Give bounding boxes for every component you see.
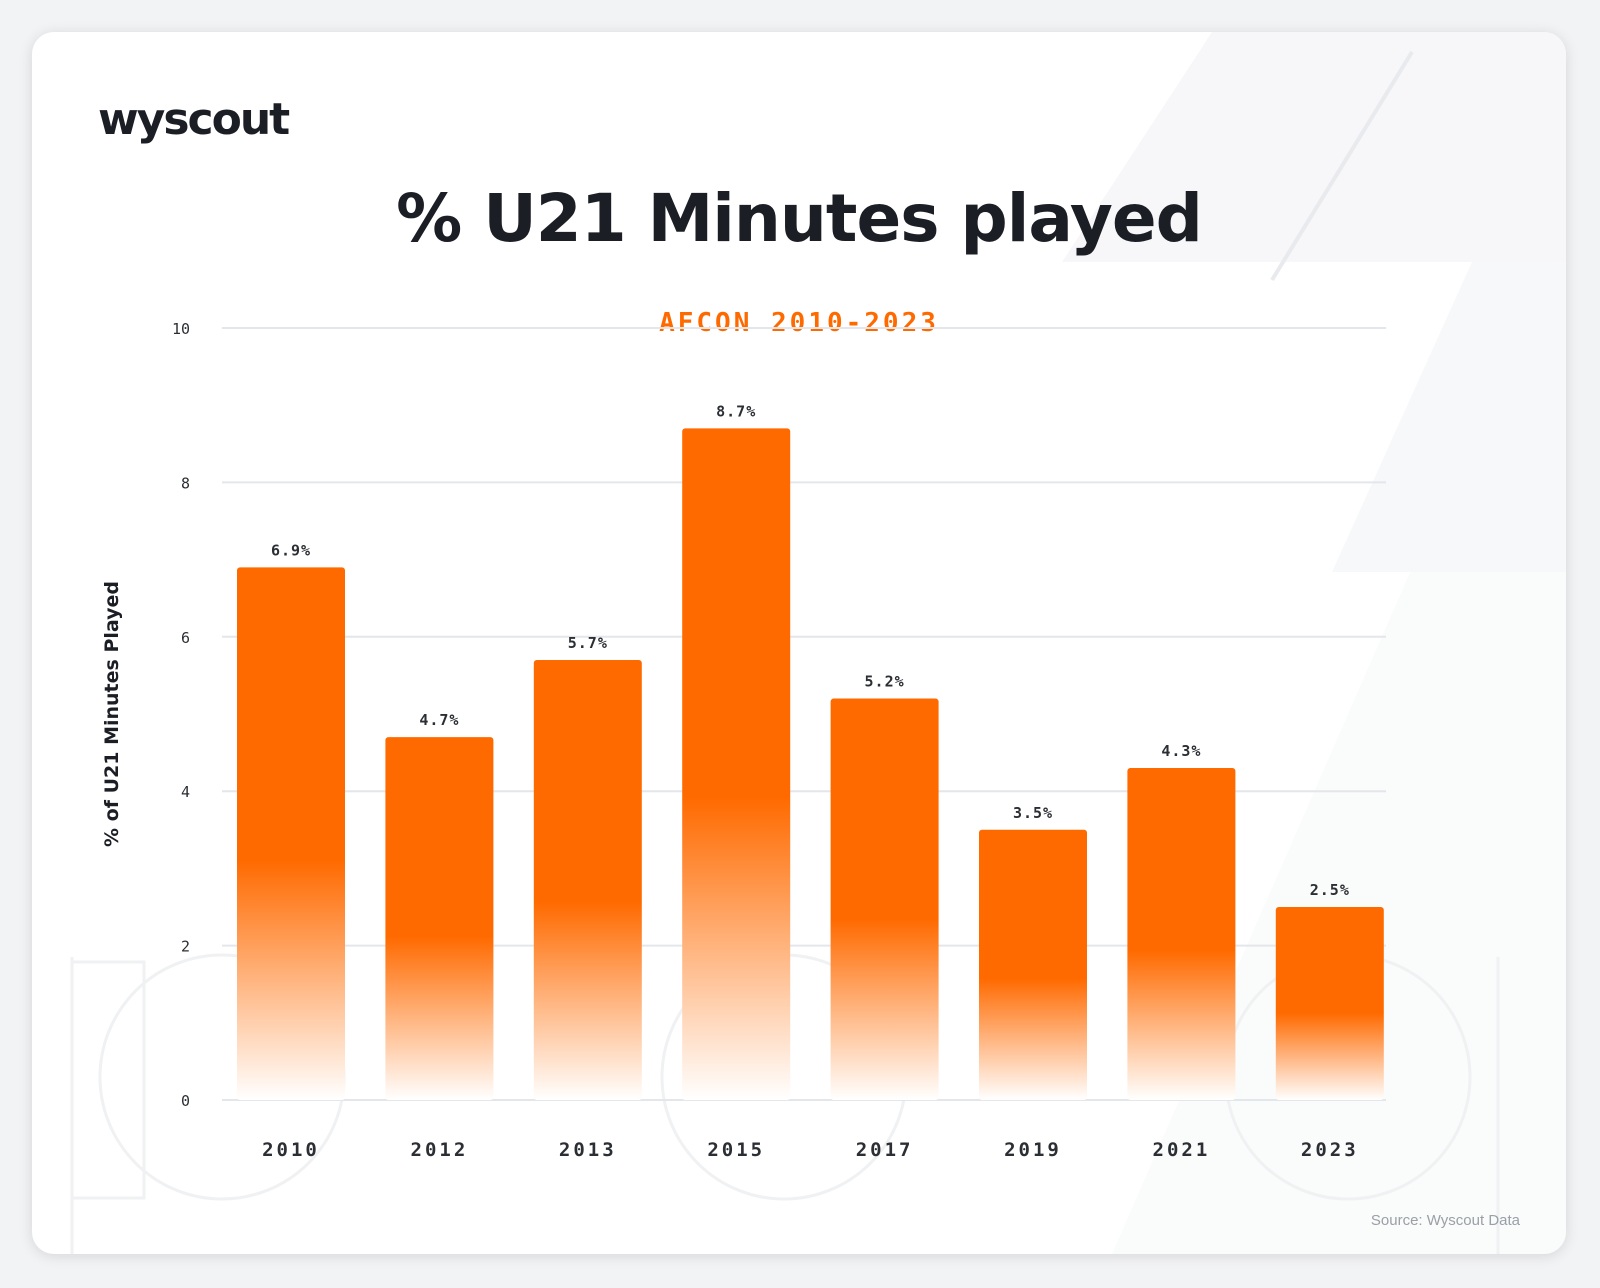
bar-2021 bbox=[1127, 768, 1236, 1100]
y-tick-label: 8 bbox=[181, 474, 190, 492]
data-label-2015: 8.7% bbox=[716, 402, 756, 420]
bars bbox=[237, 428, 1384, 1100]
data-label-2013: 5.7% bbox=[568, 634, 608, 652]
x-tick-label-2019: 2019 bbox=[1004, 1139, 1062, 1161]
source-note: Source: Wyscout Data bbox=[1370, 1212, 1520, 1229]
x-tick-label-2013: 2013 bbox=[559, 1139, 617, 1161]
data-label-2021: 4.3% bbox=[1161, 742, 1201, 760]
bar-2013 bbox=[533, 659, 642, 1100]
data-label-2017: 5.2% bbox=[865, 673, 905, 691]
y-tick-label: 0 bbox=[181, 1092, 190, 1110]
chart-title: % U21 Minutes played bbox=[396, 180, 1203, 257]
x-tick-label-2010: 2010 bbox=[262, 1139, 320, 1161]
bar-2019 bbox=[979, 829, 1087, 1100]
y-tick-label: 4 bbox=[181, 783, 190, 801]
x-tick-label-2017: 2017 bbox=[856, 1139, 914, 1161]
bar-2023 bbox=[1275, 907, 1384, 1100]
x-tick-label-2023: 2023 bbox=[1301, 1139, 1359, 1161]
data-label-2010: 6.9% bbox=[271, 541, 311, 559]
x-tick-label-2021: 2021 bbox=[1153, 1139, 1211, 1161]
x-tick-label-2015: 2015 bbox=[707, 1139, 765, 1161]
data-label-2023: 2.5% bbox=[1310, 881, 1350, 899]
bar-2015 bbox=[682, 428, 791, 1100]
x-tick-label-2012: 2012 bbox=[411, 1139, 469, 1161]
bar-2017 bbox=[830, 698, 939, 1100]
labels: 0 2 4 6 8 10 6.9% 2010 4.7% 2012 5.7% 2013 8.7% 2015 5… bbox=[172, 320, 1359, 1161]
data-label-2012: 4.7% bbox=[419, 711, 459, 729]
data-label-2019: 3.5% bbox=[1013, 804, 1053, 822]
y-tick-label: 6 bbox=[181, 629, 190, 647]
bar-2012 bbox=[385, 737, 494, 1100]
chart-card: wyscout % U21 Minutes played AFCON 2010-… bbox=[32, 32, 1566, 1254]
y-tick-label: 10 bbox=[172, 320, 190, 338]
bar-chart: 0 2 4 6 8 10 6.9% 2010 4.7% 2012 5.7% 2013 8.7% 2015 5… bbox=[101, 320, 1386, 1161]
chart-subtitle: AFCON 2010-2023 bbox=[659, 308, 939, 338]
bar-2010 bbox=[237, 567, 345, 1100]
wyscout-logo: wyscout bbox=[98, 94, 290, 145]
y-tick-label: 2 bbox=[181, 938, 190, 956]
y-axis-label: % of U21 Minutes Played bbox=[101, 581, 123, 847]
